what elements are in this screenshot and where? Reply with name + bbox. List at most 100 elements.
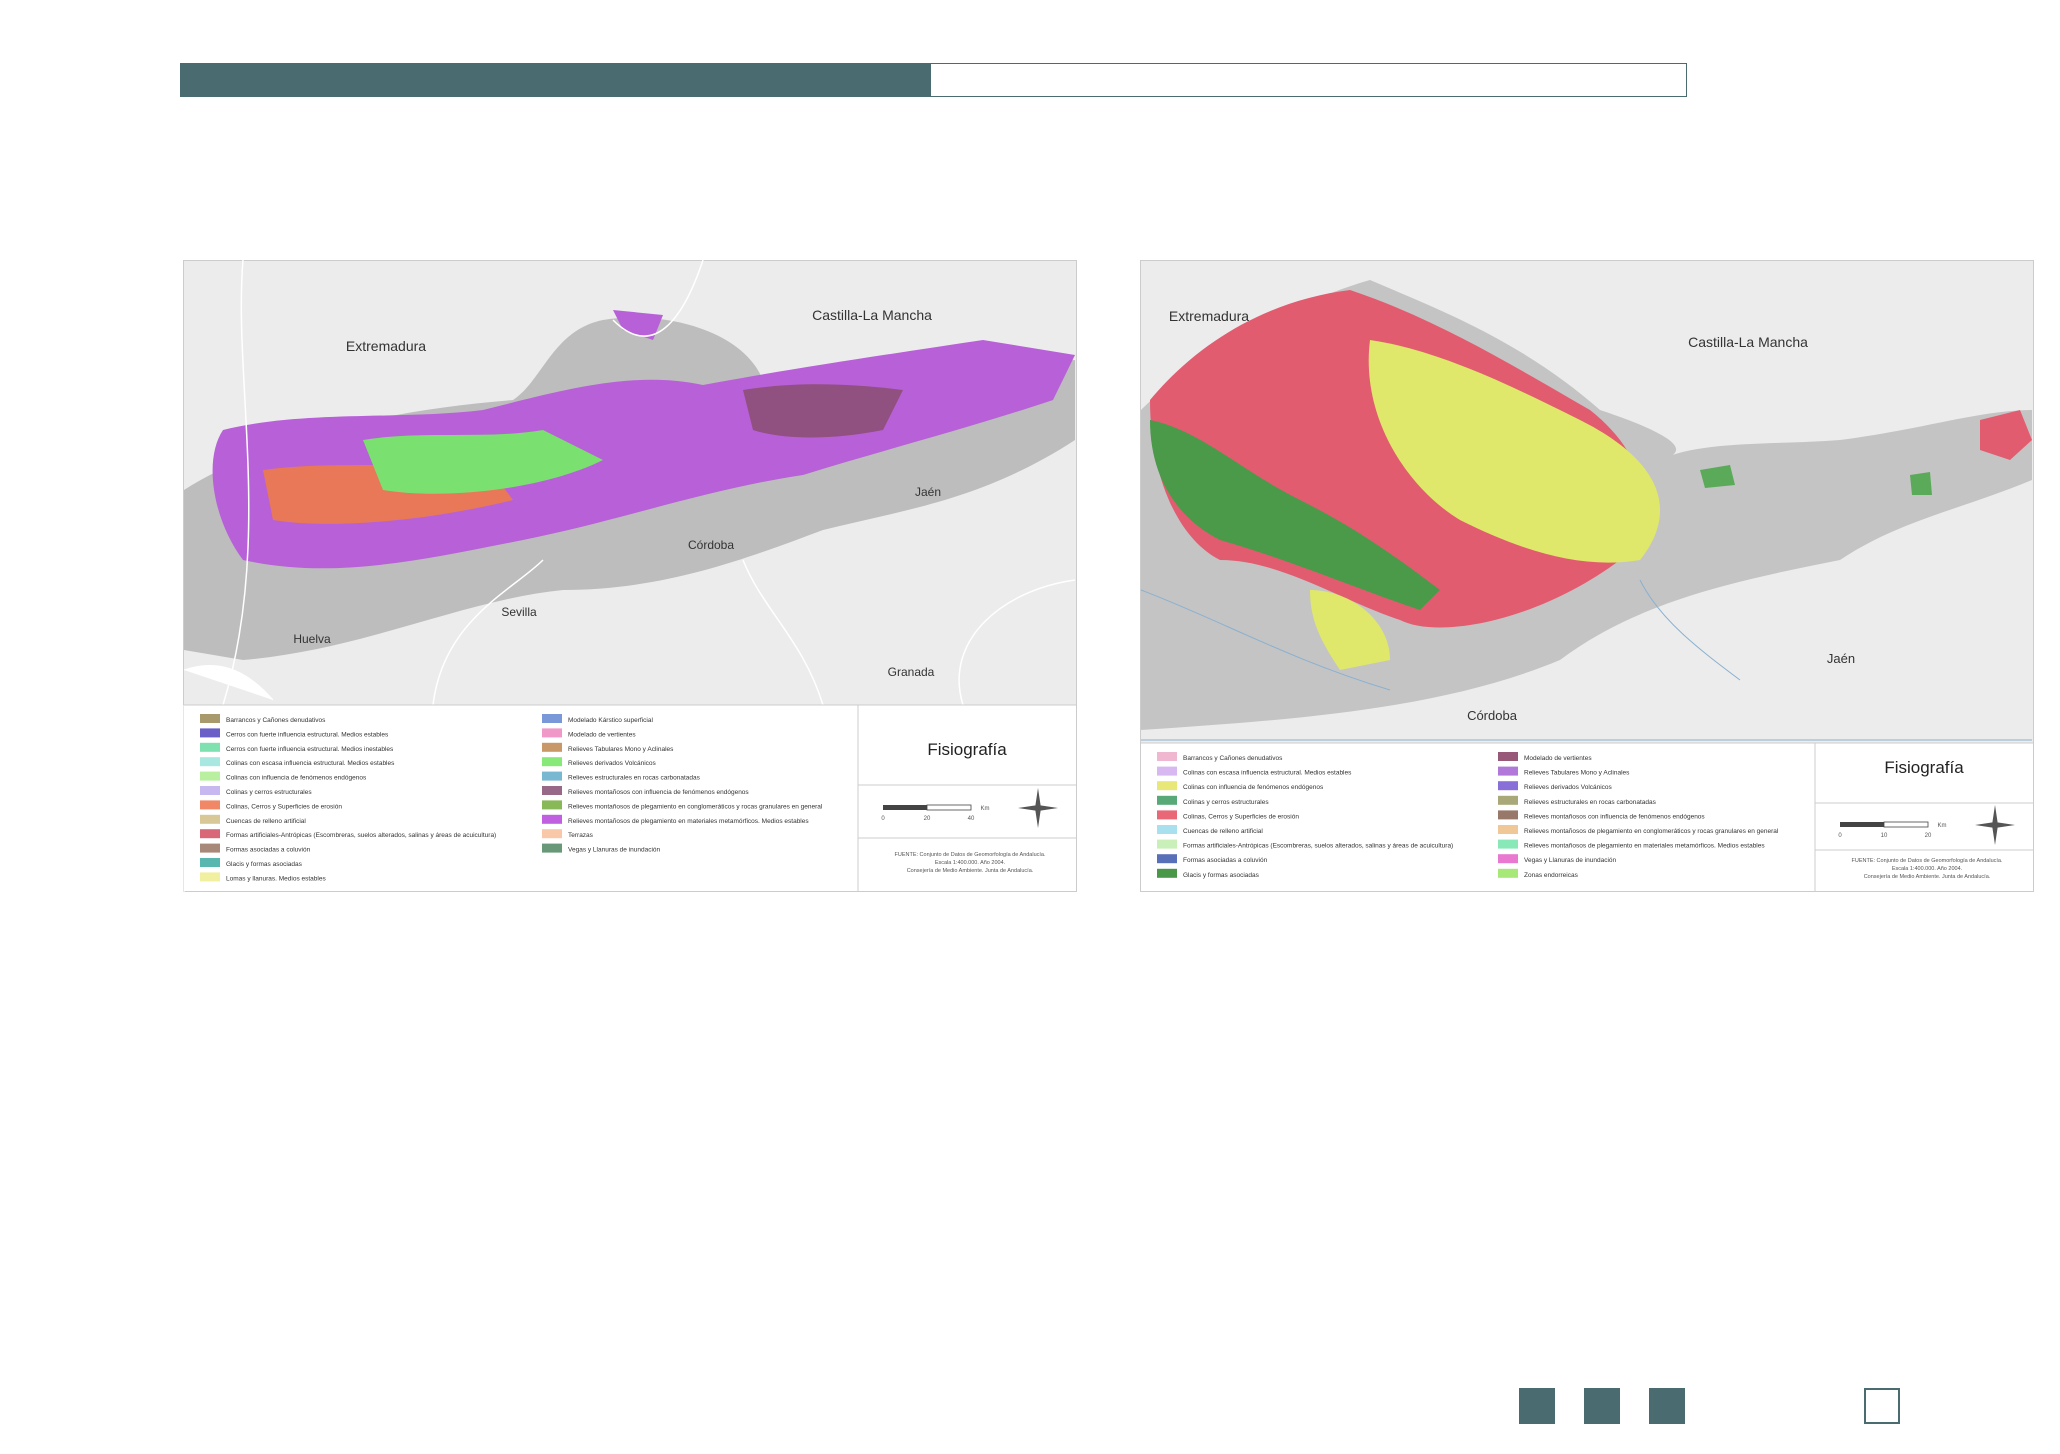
legend-label: Modelado de vertientes [1524,755,1592,762]
scale-label: 40 [968,816,975,822]
legend-swatch [1157,766,1177,776]
source-text: Escala 1:400.000. Año 2004. [1892,866,1963,872]
nav-square[interactable] [1864,1388,1900,1424]
legend-swatch [1157,854,1177,864]
scale-label: 0 [1838,833,1842,839]
legend-swatch [542,786,562,795]
legend-label: Relieves estructurales en rocas carbonat… [568,775,701,782]
legend-label: Relieves montañosos con influencia de fe… [1524,813,1705,820]
legend-swatch [1157,795,1177,805]
legend-swatch [542,742,562,752]
region-label: Castilla-La Mancha [1688,334,1808,350]
nav-square[interactable] [1584,1388,1620,1424]
legend-label: Colinas, Cerros y Superficies de erosión [226,803,342,810]
legend-swatch [542,728,562,738]
legend-label: Colinas y cerros estructurales [226,789,312,796]
legend-swatch [1157,839,1177,849]
legend-label: Formas asociadas a coluvión [1183,857,1268,864]
legend-swatch [200,771,220,781]
scale-label: Km [1938,823,1947,829]
source-text: FUENTE: Conjunto de Datos de Geomorfolog… [894,852,1046,858]
compass [1975,805,2015,845]
legend-swatch [1498,854,1518,864]
legend-swatch [200,814,220,824]
legend-swatch [200,786,220,795]
legend-label: Terrazas [568,832,594,839]
nav-square[interactable] [1649,1388,1685,1424]
legend-swatch [1498,825,1518,834]
legend-label: Cerros con fuerte influencia estructural… [226,746,394,753]
legend-swatch [542,771,562,781]
legend-swatch [542,714,562,723]
map-river [1140,579,2032,741]
legend-swatch [542,800,562,810]
legend-swatch [542,843,562,853]
legend-label: Lomas y llanuras. Medios estables [226,875,326,882]
scale-bar [926,804,972,811]
region-label: Jaén [915,485,941,499]
legend-label: Colinas con influencia de fenómenos endó… [226,775,367,782]
legend-label: Cuencas de relleno artificial [226,818,306,825]
legend-swatch [1157,752,1177,761]
legend-label: Vegas y Llanuras de inundación [568,847,661,854]
nav-square[interactable] [1519,1388,1555,1424]
scale-label: 20 [1925,833,1932,839]
legend-label: Colinas con escasa influencia estructura… [226,760,395,767]
legend-label: Relieves montañosos de plegamiento en ma… [568,818,809,825]
legend-label: Colinas con escasa influencia estructura… [1183,770,1352,777]
legend-swatch [200,829,220,839]
panel-title: Fisiografía [927,740,1007,759]
legend-label: Barrancos y Cañones denudativos [226,717,326,724]
region-label: Jaén [1827,651,1855,666]
legend-swatch [1157,825,1177,834]
legend-label: Cuencas de relleno artificial [1183,828,1263,835]
legend-swatch [1498,810,1518,820]
region-label: Extremadura [1169,308,1249,324]
legend-label: Relieves montañosos de plegamiento en ma… [1524,843,1765,850]
legend-swatch [1157,868,1177,878]
legend-swatch [1498,752,1518,761]
scale-label: Km [981,806,990,812]
source-text: Consejería de Medio Ambiente. Junta de A… [1864,874,1991,880]
legend-label: Colinas y cerros estructurales [1183,799,1269,806]
map-zone [1700,465,1932,495]
legend-swatch [200,872,220,882]
legend-label: Relieves montañosos con influencia de fe… [568,789,749,796]
legend-label: Zonas endorreicas [1524,872,1579,879]
region-label: Córdoba [1467,708,1518,723]
legend-label: Relieves estructurales en rocas carbonat… [1524,799,1657,806]
compass [1018,788,1058,828]
header-box [931,63,1687,97]
legend-label: Modelado Kárstico superficial [568,717,653,724]
legend-label: Vegas y Llanuras de inundación [1524,857,1617,864]
legend-label: Glacis y formas asociadas [1183,872,1260,879]
legend-swatch [1498,795,1518,805]
legend-swatch [200,843,220,853]
map-zone [613,310,663,340]
legend-label: Modelado de vertientes [568,731,636,738]
map-panel: Extremadura Castilla-La Mancha Jaén Córdoba… [183,260,1077,892]
legend-swatch [200,728,220,738]
map-zone [1368,340,1660,563]
legend-label: Formas asociadas a coluvión [226,847,311,854]
legend-swatch [200,800,220,810]
legend-swatch [200,714,220,723]
region-label: Extremadura [346,338,426,354]
region-label: Huelva [293,632,331,646]
map-zone [1980,410,2032,460]
legend-label: Barrancos y Cañones denudativos [1183,755,1283,762]
region-label: Castilla-La Mancha [812,307,932,323]
map-zone [1310,590,1390,670]
legend-swatch [542,757,562,767]
legend-swatch [1498,766,1518,776]
scale-bar [883,805,927,810]
source-text: Escala 1:400.000. Año 2004. [935,860,1006,866]
source-text: Consejería de Medio Ambiente. Junta de A… [907,868,1034,874]
header-bar [180,63,931,97]
legend-label: Relieves montañosos de plegamiento en co… [1524,828,1779,835]
legend-label: Cerros con fuerte influencia estructural… [226,731,389,738]
legend-label: Relieves derivados Volcánicos [1524,784,1613,791]
legend-swatch [1498,839,1518,849]
legend-label: Glacis y formas asociadas [226,861,303,868]
